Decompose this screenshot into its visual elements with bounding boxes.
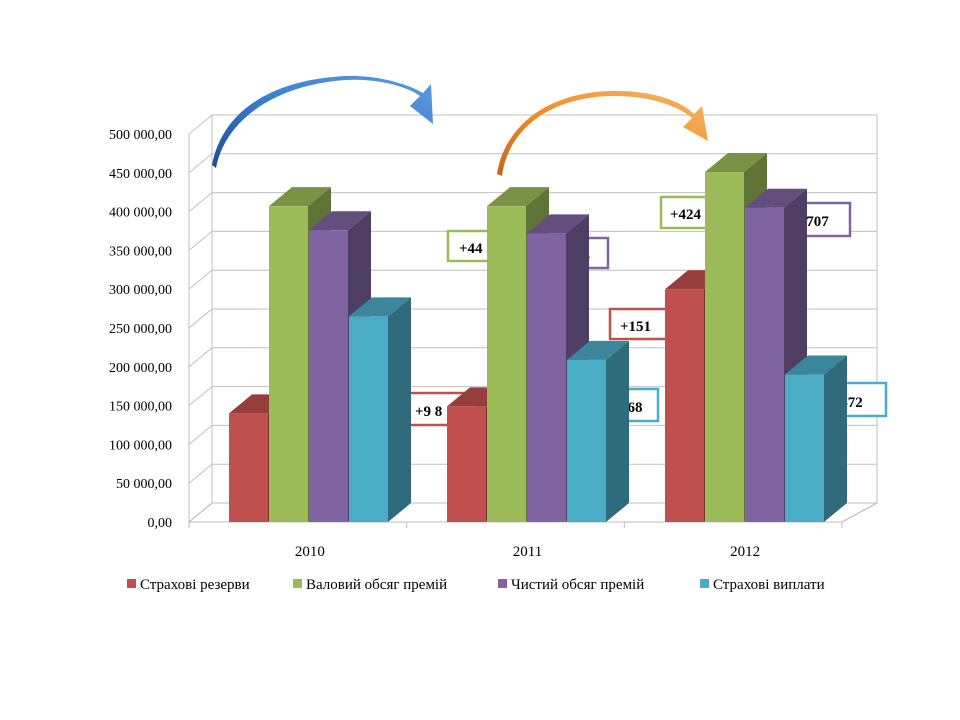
legend-item: Валовий обсяг премій (293, 577, 447, 593)
annotation-label: +9 8 (415, 404, 442, 420)
legend-swatch (700, 579, 709, 588)
annotation-label: +424 (670, 207, 702, 223)
y-tick-label: 300 000,00 (109, 283, 172, 298)
legend-item: Чистий обсяг премій (498, 577, 644, 593)
y-tick-label: 350 000,00 (109, 244, 172, 259)
legend-label: Страхові резерви (140, 577, 250, 593)
y-tick-label: 100 000,00 (109, 438, 172, 453)
annotation-label: +151 (620, 319, 651, 335)
x-tick-label: 2012 (730, 544, 760, 560)
y-tick-label: 50 000,00 (116, 477, 172, 492)
y-tick-label: 0,00 (148, 516, 173, 531)
annotation-callout: +151 (608, 307, 687, 341)
y-tick-label: 400 000,00 (109, 206, 172, 221)
legend-item: Страхові виплати (700, 577, 825, 593)
x-tick-label: 2010 (295, 544, 325, 560)
y-tick-label: 200 000,00 (109, 361, 172, 376)
arrows (212, 75, 708, 176)
annotation-label: +44 (459, 241, 483, 257)
bars (229, 153, 847, 523)
y-tick-label: 500 000,00 (109, 128, 172, 143)
legend-label: Страхові виплати (713, 577, 825, 593)
bar (349, 297, 411, 522)
x-tick-label: 2011 (513, 544, 542, 560)
legend: Страхові резерви Валовий обсяг премій Чист… (127, 577, 825, 593)
legend-swatch (127, 579, 136, 588)
legend-label: Чистий обсяг премій (511, 577, 644, 593)
bar (567, 340, 629, 522)
legend-swatch (498, 579, 507, 588)
y-tick-label: 250 000,00 (109, 322, 172, 337)
legend-item: Страхові резерви (127, 577, 250, 593)
blue-curved-arrow (212, 75, 433, 168)
y-tick-label: 450 000,00 (109, 167, 172, 182)
bar (785, 355, 847, 522)
y-axis: 0,00 50 000,00 100 000,00 150 000,00 200 000… (109, 115, 213, 531)
y-tick-label: 150 000,00 (109, 400, 172, 415)
legend-label: Валовий обсяг премій (306, 577, 447, 593)
legend-swatch (293, 579, 302, 588)
